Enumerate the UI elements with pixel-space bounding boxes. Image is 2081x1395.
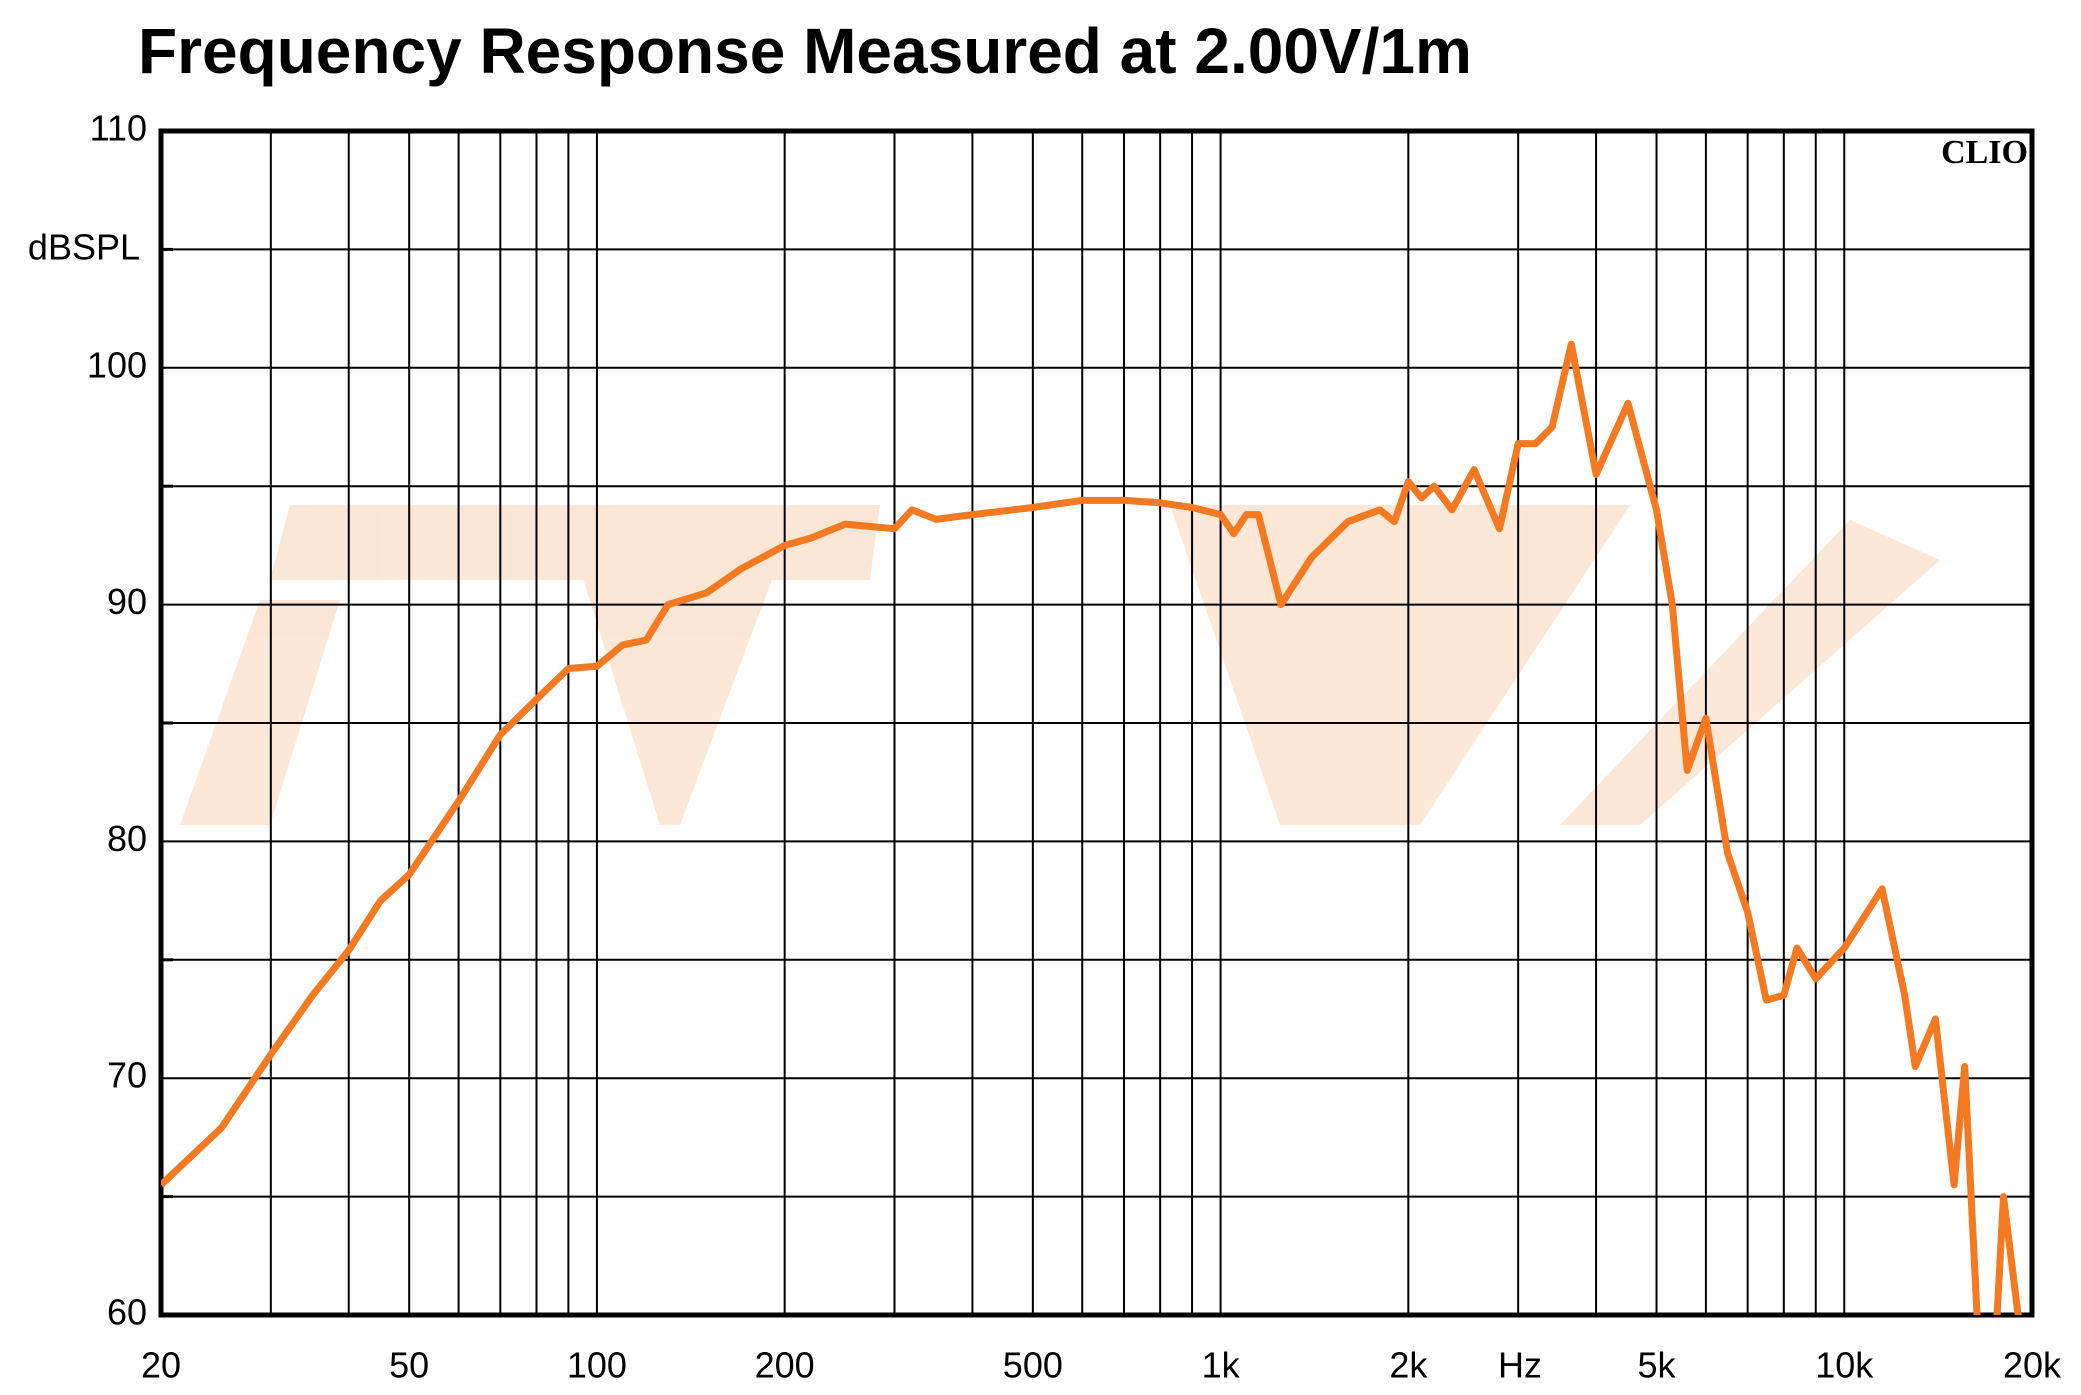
x-tick-label: 500 (1003, 1345, 1063, 1386)
x-axis-label: Hz (1498, 1345, 1542, 1386)
chart-title: Frequency Response Measured at 2.00V/1m (138, 15, 1472, 87)
y-tick-label: 70 (107, 1055, 147, 1096)
x-tick-label: 2k (1389, 1345, 1428, 1386)
x-tick-label: 200 (755, 1345, 815, 1386)
y-tick-label: 100 (87, 344, 147, 385)
x-tick-label: 20k (2003, 1345, 2062, 1386)
x-tick-label: 20 (141, 1345, 181, 1386)
x-tick-label: 50 (389, 1345, 429, 1386)
annotation: CLIO (1941, 134, 2028, 171)
x-tick-label: 100 (567, 1345, 627, 1386)
line-series (161, 340, 2023, 1315)
y-tick-label: 110 (90, 108, 147, 149)
y-tick-label: 60 (107, 1292, 147, 1333)
x-tick-label: 10k (1815, 1345, 1874, 1386)
y-axis-label: dBSPL (28, 227, 140, 268)
x-tick-label: 1k (1202, 1345, 1241, 1386)
y-tick-label: 90 (107, 581, 147, 622)
y-tick-label: 80 (107, 818, 147, 859)
x-tick-label: 5k (1637, 1345, 1676, 1386)
plot-frame (158, 128, 2035, 1318)
